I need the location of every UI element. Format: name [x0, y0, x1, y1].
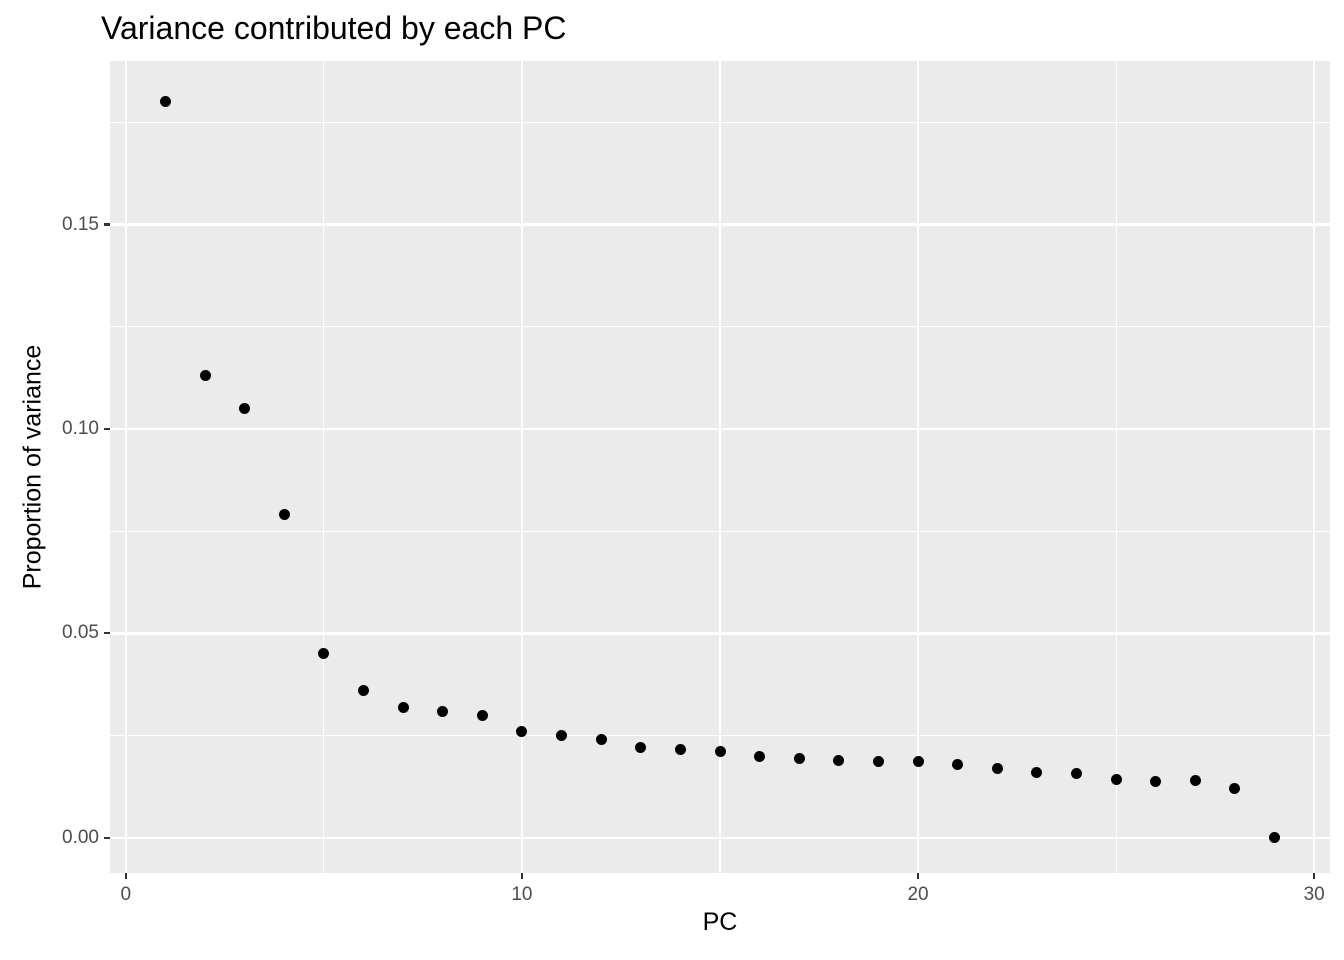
data-point: [1031, 766, 1043, 778]
data-point: [278, 509, 290, 521]
gridline-major-horizontal: [110, 836, 1330, 840]
gridline-minor-vertical: [1115, 61, 1117, 873]
data-point: [714, 746, 726, 758]
gridline-major-horizontal: [110, 427, 1330, 431]
data-point: [159, 96, 171, 108]
y-tick-mark: [104, 427, 110, 431]
data-point: [595, 734, 607, 746]
data-point: [516, 726, 528, 738]
x-axis-title: PC: [702, 908, 738, 936]
x-tick-mark: [520, 873, 524, 879]
y-tick-label: 0.10: [62, 417, 99, 439]
gridline-major-vertical: [520, 61, 524, 873]
y-tick-label: 0.05: [62, 622, 99, 644]
data-point: [476, 709, 488, 721]
data-point: [912, 755, 924, 767]
data-point: [1189, 775, 1201, 787]
data-point: [754, 750, 766, 762]
data-point: [239, 403, 251, 415]
x-tick-mark: [124, 873, 127, 879]
data-point: [833, 754, 845, 766]
gridline-major-vertical: [1312, 61, 1316, 873]
y-tick-label: 0.15: [62, 213, 99, 235]
gridline-major-horizontal: [110, 632, 1330, 635]
data-point: [1070, 768, 1082, 780]
data-point: [1150, 775, 1162, 787]
data-point: [872, 756, 884, 768]
gridline-minor-horizontal: [110, 530, 1330, 532]
data-point: [358, 685, 369, 697]
x-tick-label: 20: [907, 884, 929, 905]
plot-panel: [110, 61, 1330, 873]
data-point: [437, 705, 449, 717]
data-point: [991, 762, 1003, 774]
data-point: [635, 742, 647, 754]
x-tick-label: 0: [120, 884, 132, 905]
gridline-major-horizontal: [110, 223, 1330, 226]
gridline-minor-horizontal: [110, 326, 1330, 328]
gridline-minor-vertical: [719, 61, 721, 873]
data-point: [793, 752, 805, 764]
data-point: [1110, 773, 1122, 785]
data-point: [397, 701, 409, 713]
gridline-major-vertical: [916, 61, 920, 873]
data-point: [556, 730, 568, 742]
y-axis-title: Proportion of variance: [18, 344, 47, 590]
x-tick-mark: [1313, 873, 1316, 879]
x-tick-label: 30: [1303, 884, 1325, 905]
chart-title: Variance contributed by each PC: [101, 10, 567, 46]
data-point: [199, 370, 211, 382]
y-tick-label: 0.00: [62, 826, 99, 848]
x-tick-mark: [916, 873, 920, 879]
data-point: [318, 648, 330, 660]
gridline-minor-horizontal: [110, 735, 1330, 737]
gridline-major-vertical: [124, 61, 128, 873]
data-point: [1269, 831, 1281, 843]
data-point: [1229, 783, 1241, 795]
data-point: [674, 744, 686, 756]
gridline-minor-horizontal: [110, 121, 1330, 123]
data-point: [952, 758, 964, 770]
y-tick-mark: [104, 223, 110, 226]
y-tick-mark: [104, 836, 110, 839]
y-tick-mark: [104, 632, 110, 635]
gridline-minor-vertical: [323, 61, 325, 873]
x-tick-label: 10: [511, 884, 533, 905]
